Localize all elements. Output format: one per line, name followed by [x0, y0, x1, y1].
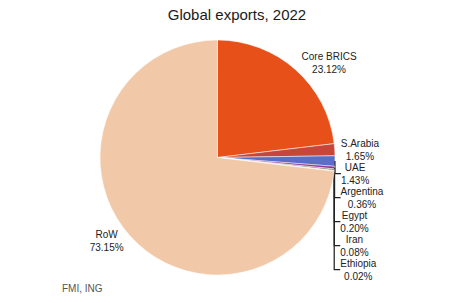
svg-text:S.Arabia1.65%: S.Arabia1.65%: [341, 138, 380, 162]
svg-text:Egypt0.20%: Egypt0.20%: [340, 210, 368, 234]
svg-text:Argentina0.36%: Argentina0.36%: [341, 186, 384, 210]
svg-text:RoW73.15%: RoW73.15%: [90, 229, 124, 253]
svg-text:Core BRICS23.12%: Core BRICS23.12%: [302, 51, 357, 75]
svg-text:Iran0.08%: Iran0.08%: [340, 234, 368, 258]
svg-text:UAE1.43%: UAE1.43%: [341, 162, 369, 186]
svg-text:FMI, ING: FMI, ING: [62, 283, 103, 294]
svg-text:Ethiopia0.02%: Ethiopia0.02%: [340, 258, 377, 282]
svg-text:Global exports, 2022: Global exports, 2022: [168, 6, 306, 23]
